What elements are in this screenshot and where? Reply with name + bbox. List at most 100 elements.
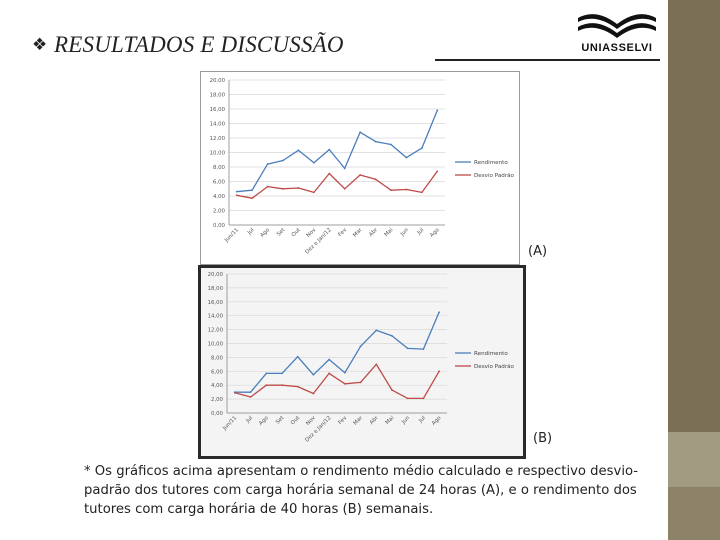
y-tick-label: 2,00 (213, 209, 226, 215)
data-point (422, 397, 425, 400)
data-point (405, 156, 408, 159)
x-tick-label: Mar (352, 227, 364, 239)
bullet-icon: ❖ (32, 35, 48, 55)
data-point (374, 178, 377, 181)
chart-b-frame: 0,00 2,00 4,00 6,00 8,00 10,00 12,00 14,00 16,00… (198, 265, 526, 459)
data-point (343, 187, 346, 190)
series-line (236, 170, 438, 199)
x-tick-label: Jun/11 (223, 227, 240, 244)
x-tick-label: Jun/11 (221, 415, 238, 432)
data-point (436, 170, 439, 173)
x-tick-label: Set (276, 227, 287, 238)
data-point (235, 194, 238, 197)
data-point (265, 372, 268, 375)
data-point (406, 347, 409, 350)
data-point (436, 109, 439, 112)
data-point (296, 355, 299, 358)
data-point (328, 172, 331, 175)
logo-mark-icon (578, 14, 656, 38)
data-point (282, 159, 284, 162)
y-tick-label: 6,00 (213, 180, 226, 186)
x-tick-label: Jul (416, 227, 426, 237)
data-point (281, 372, 283, 375)
data-point (343, 371, 346, 374)
series-line (234, 363, 440, 400)
x-tick-label: Mai (383, 227, 394, 238)
chart-a-frame: 0,00 2,00 4,00 6,00 8,00 10,00 12,00 14,00 16,00… (200, 71, 520, 265)
slide-title: RESULTADOS E DISCUSSÃO (54, 32, 344, 57)
x-tick-label: Jul (244, 415, 254, 425)
data-point (391, 389, 393, 391)
x-tick-label: Jul (417, 415, 427, 425)
data-point (297, 187, 300, 189)
y-tick-label: 12,00 (208, 328, 224, 334)
data-point (266, 185, 269, 188)
data-point (438, 370, 441, 373)
x-tick-label: Nov (305, 415, 317, 427)
data-point (374, 140, 377, 143)
data-point (375, 363, 378, 366)
data-point (390, 143, 392, 146)
data-point (359, 345, 362, 348)
y-tick-label: 16,00 (210, 107, 226, 113)
x-tick-label: Jun (400, 415, 411, 426)
y-tick-label: 14,00 (208, 314, 224, 320)
y-tick-label: 14,00 (210, 122, 226, 128)
logo-text: UNIASSELVI (581, 42, 653, 54)
y-tick-label: 20,00 (208, 272, 224, 278)
x-tick-label: Ago (429, 227, 441, 239)
data-point (235, 190, 238, 193)
data-point (312, 191, 315, 194)
y-tick-label: 8,00 (211, 355, 224, 361)
data-point (359, 131, 362, 134)
data-point (390, 189, 392, 192)
y-tick-label: 18,00 (208, 286, 224, 292)
data-point (406, 397, 409, 400)
data-point (312, 373, 315, 376)
x-tick-label: Jul (246, 227, 256, 237)
data-point (249, 396, 252, 398)
data-point (251, 189, 254, 192)
sidebar-band-segment (668, 487, 720, 540)
data-point (282, 187, 284, 190)
legend-label: Desvio Padrão (474, 364, 515, 370)
y-tick-label: 10,00 (210, 151, 226, 157)
data-point (265, 384, 268, 387)
y-tick-label: 8,00 (213, 165, 226, 171)
x-tick-label: Fev (337, 415, 348, 426)
x-tick-label: Mar (353, 415, 365, 427)
data-point (328, 148, 331, 151)
y-tick-label: 12,00 (210, 136, 226, 142)
data-point (375, 329, 378, 332)
chart-b-label: (B) (533, 431, 553, 446)
data-point (343, 167, 346, 170)
data-point (233, 391, 236, 394)
data-point (297, 149, 300, 152)
data-point (438, 311, 441, 314)
data-point (328, 358, 331, 361)
sidebar-band-segment (668, 432, 720, 487)
data-point (251, 197, 254, 200)
chart-a: 0,00 2,00 4,00 6,00 8,00 10,00 12,00 14,00 16,00… (210, 78, 515, 255)
data-point (422, 348, 425, 350)
x-tick-label: Set (275, 415, 286, 426)
data-point (249, 391, 252, 394)
x-tick-label: Ago (259, 227, 271, 239)
data-point (328, 372, 331, 375)
data-point (312, 392, 315, 395)
series-line (234, 311, 440, 393)
data-point (266, 163, 269, 165)
x-tick-label: Ago (258, 415, 270, 427)
chart-a-label: (A) (528, 244, 548, 259)
data-point (405, 188, 408, 191)
x-tick-label: Ago (431, 415, 443, 427)
x-tick-label: Out (291, 227, 302, 238)
y-tick-label: 0,00 (213, 223, 226, 229)
data-point (343, 382, 346, 385)
x-tick-label: Fev (337, 227, 348, 238)
series-line (236, 110, 438, 193)
x-tick-label: Jun (399, 227, 410, 238)
slide-title-row: ❖ RESULTADOS E DISCUSSÃO (32, 30, 344, 60)
x-tick-label: Abr (368, 227, 379, 238)
data-point (296, 385, 299, 388)
